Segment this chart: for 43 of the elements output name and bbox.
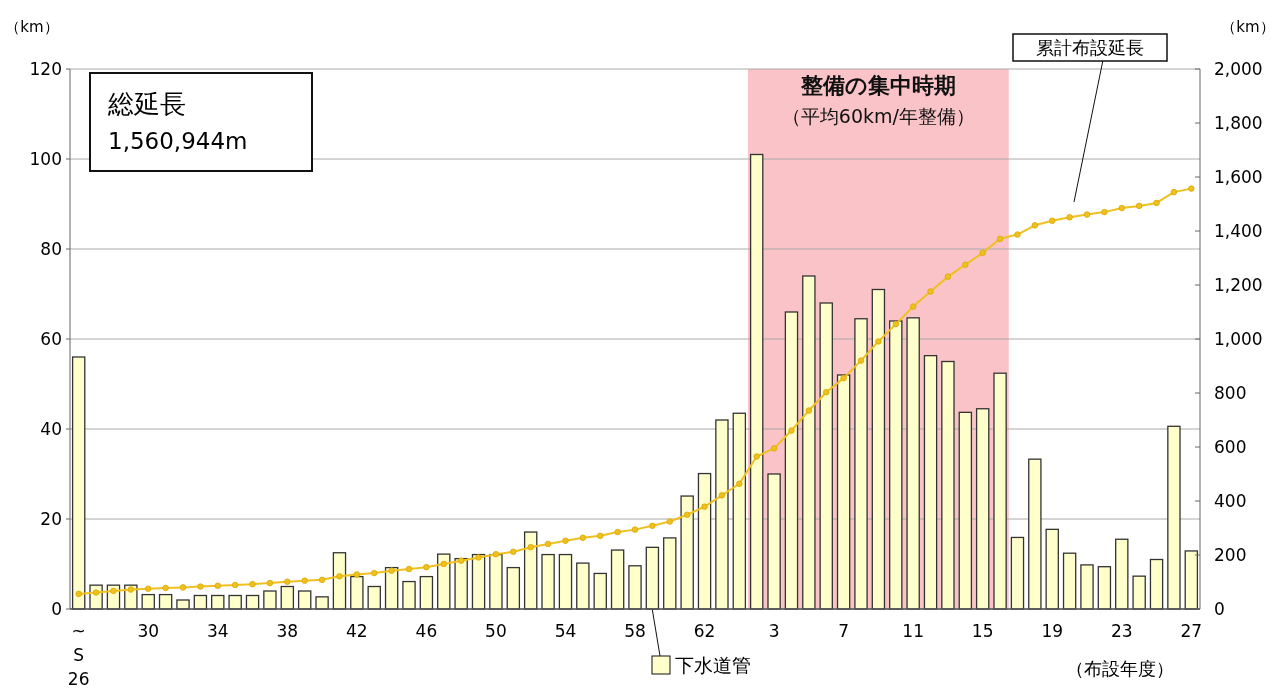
y-tick-label: 0 [51,598,62,619]
y-axis-title: （km） [5,18,59,36]
x-tick-label: 30 [137,621,160,641]
y-tick-label: 60 [40,328,62,349]
x-tick-label: 7 [838,621,850,641]
x-tick-label: 58 [624,621,646,641]
y-tick-label: 20 [40,508,62,529]
y2-tick-label: 0 [1214,598,1225,619]
x-tick-label: 42 [346,621,368,641]
annotation: 整備の集中時期（平均60km/年整備） [781,73,975,127]
x-tick-label: 11 [902,621,924,641]
x-tick-label: 3 [768,621,780,641]
y2-tick-label: 800 [1214,382,1247,403]
y2-tick-label: 1,400 [1214,220,1263,241]
x-tick-label: 38 [276,621,299,641]
annotation: 総延長 1,560,944m [107,89,248,154]
y2-tick-label: 1,200 [1214,274,1263,295]
x-axis-title: （布設年度） [1066,658,1174,679]
y2-tick-label: 200 [1214,544,1247,565]
y2-axis-title: （km） [1221,18,1275,36]
y-tick-label: 120 [29,58,62,79]
x-tick-label: 23 [1110,621,1133,641]
x-tick-label: 34 [206,621,229,641]
y2-tick-label: 1,600 [1214,166,1263,187]
y2-tick-label: 2,000 [1214,58,1263,79]
x-tick-label: 54 [554,621,577,641]
x-tick-label: 50 [485,621,507,641]
y-tick-label: 100 [29,148,62,169]
x-tick-label: 27 [1180,621,1203,641]
y2-tick-label: 600 [1214,436,1247,457]
x-tick-label: ~ S 26 [67,621,90,689]
y2-tick-label: 1,800 [1214,112,1263,133]
y2-tick-label: 1,000 [1214,328,1263,349]
x-tick-label: 19 [1041,621,1064,641]
y-tick-label: 40 [40,418,62,439]
x-tick-label: 62 [693,621,716,641]
x-tick-label: 15 [971,621,994,641]
text: 累計布設延長 [1036,37,1144,58]
text-frame: 総延長 1,560,944m [89,72,313,172]
legend-label: 下水道管 [675,654,751,676]
x-tick-label: 46 [415,621,438,641]
y-tick-label: 80 [40,238,62,259]
y2-tick-label: 400 [1214,490,1247,511]
